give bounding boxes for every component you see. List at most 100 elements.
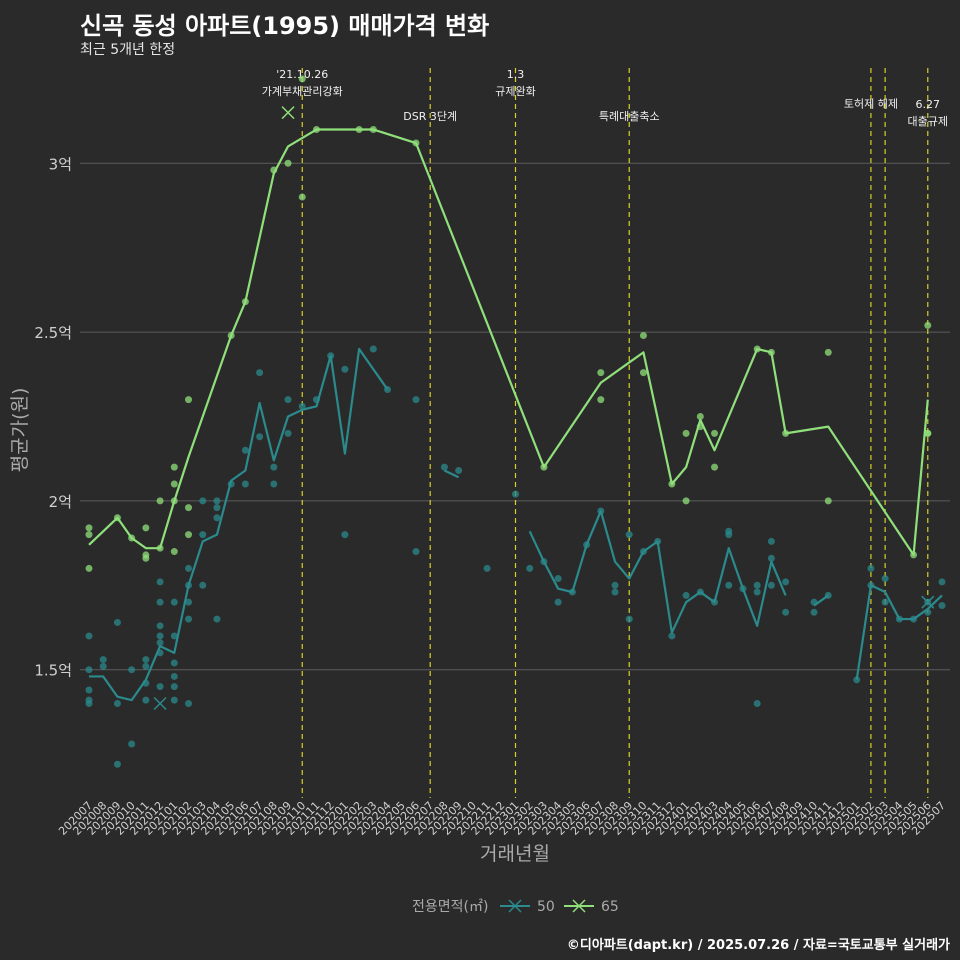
legend-entry-65: 65 [564, 899, 619, 915]
data-point-50 [284, 396, 292, 404]
legend-swatch-mark [572, 899, 586, 913]
data-point-50 [554, 575, 562, 583]
data-point-50 [554, 598, 562, 606]
data-point-50 [753, 588, 761, 596]
legend-label: 65 [601, 899, 619, 915]
data-point-50 [782, 608, 790, 616]
data-point-65 [639, 369, 647, 377]
data-point-65 [824, 348, 832, 356]
data-point-65 [142, 554, 150, 562]
data-point-50 [85, 699, 93, 707]
data-point-50 [440, 463, 448, 471]
data-point-65 [696, 412, 704, 420]
data-point-50 [668, 632, 676, 640]
data-point-50 [341, 365, 349, 373]
data-point-50 [142, 662, 150, 670]
cancel-stroke [153, 696, 167, 710]
data-point-50 [156, 639, 164, 647]
data-point-50 [881, 598, 889, 606]
data-point-50 [938, 578, 946, 586]
chart-title: 신곡 동성 아파트(1995) 매매가격 변화 [80, 12, 490, 40]
data-point-65 [170, 463, 178, 471]
data-point-65 [85, 531, 93, 539]
y-tick-label: 2.5억 [34, 324, 72, 342]
data-point-50 [725, 531, 733, 539]
data-point-50 [625, 531, 633, 539]
data-point-50 [199, 581, 207, 589]
series-line-50 [443, 469, 460, 479]
data-point-50 [256, 369, 264, 377]
data-point-65 [682, 429, 690, 437]
data-point-65 [298, 75, 306, 83]
legend-swatch-mark [508, 899, 522, 913]
cancelled-marker-65 [281, 106, 295, 120]
data-point-50 [625, 615, 633, 623]
series-line-65 [88, 128, 929, 557]
data-point-50 [753, 581, 761, 589]
data-point-50 [156, 578, 164, 586]
x-axis-title: 거래년월 [480, 843, 550, 865]
series-line-50 [813, 594, 829, 607]
data-point-65 [639, 331, 647, 339]
y-axis-title: 평균가(원) [9, 388, 31, 473]
data-point-65 [185, 531, 193, 539]
source-caption: ©디아파트(dapt.kr) / 2025.07.26 / 자료=국토교통부 실… [566, 938, 950, 953]
data-point-50 [156, 598, 164, 606]
data-point-65 [170, 548, 178, 556]
data-point-50 [85, 686, 93, 694]
data-point-50 [241, 480, 249, 488]
data-point-50 [185, 564, 193, 572]
data-point-50 [170, 598, 178, 606]
data-point-65 [597, 396, 605, 404]
cancel-stroke [921, 595, 935, 609]
data-point-65 [142, 524, 150, 532]
event-label: 토허제 해제 [844, 97, 898, 111]
series-line-50 [855, 584, 943, 680]
data-point-65 [170, 480, 178, 488]
data-point-50 [298, 402, 306, 410]
data-point-65 [924, 429, 932, 437]
event-label: DSR 3단계 [403, 110, 457, 123]
data-point-65 [185, 504, 193, 512]
event-label: 가계부채관리강화 [262, 85, 343, 98]
data-point-50 [170, 659, 178, 667]
event-label: 6.27 [916, 98, 941, 111]
data-point-50 [213, 514, 221, 522]
data-point-65 [185, 396, 193, 404]
data-point-50 [369, 345, 377, 353]
data-point-65 [284, 159, 292, 167]
data-point-65 [711, 463, 719, 471]
data-point-65 [156, 497, 164, 505]
data-point-65 [85, 524, 93, 532]
data-point-50 [170, 632, 178, 640]
data-point-50 [881, 575, 889, 583]
data-point-50 [213, 504, 221, 512]
data-point-50 [213, 497, 221, 505]
data-point-50 [682, 591, 690, 599]
data-point-50 [142, 696, 150, 704]
data-point-50 [185, 699, 193, 707]
data-point-65 [597, 369, 605, 377]
data-point-50 [782, 578, 790, 586]
data-point-50 [767, 537, 775, 545]
data-point-50 [526, 564, 534, 572]
data-point-50 [256, 433, 264, 441]
data-point-50 [611, 588, 619, 596]
data-point-50 [170, 696, 178, 704]
data-point-50 [213, 615, 221, 623]
data-point-50 [455, 467, 463, 475]
data-point-50 [241, 446, 249, 454]
data-point-50 [156, 632, 164, 640]
data-point-65 [298, 193, 306, 201]
data-point-50 [284, 429, 292, 437]
data-point-50 [113, 760, 121, 768]
y-tick-label: 1.5억 [34, 662, 72, 680]
data-point-50 [867, 564, 875, 572]
legend-label: 50 [537, 899, 555, 915]
series-line-50 [89, 347, 389, 702]
data-point-50 [412, 548, 420, 556]
data-point-50 [113, 699, 121, 707]
data-point-65 [711, 429, 719, 437]
data-point-50 [142, 656, 150, 664]
